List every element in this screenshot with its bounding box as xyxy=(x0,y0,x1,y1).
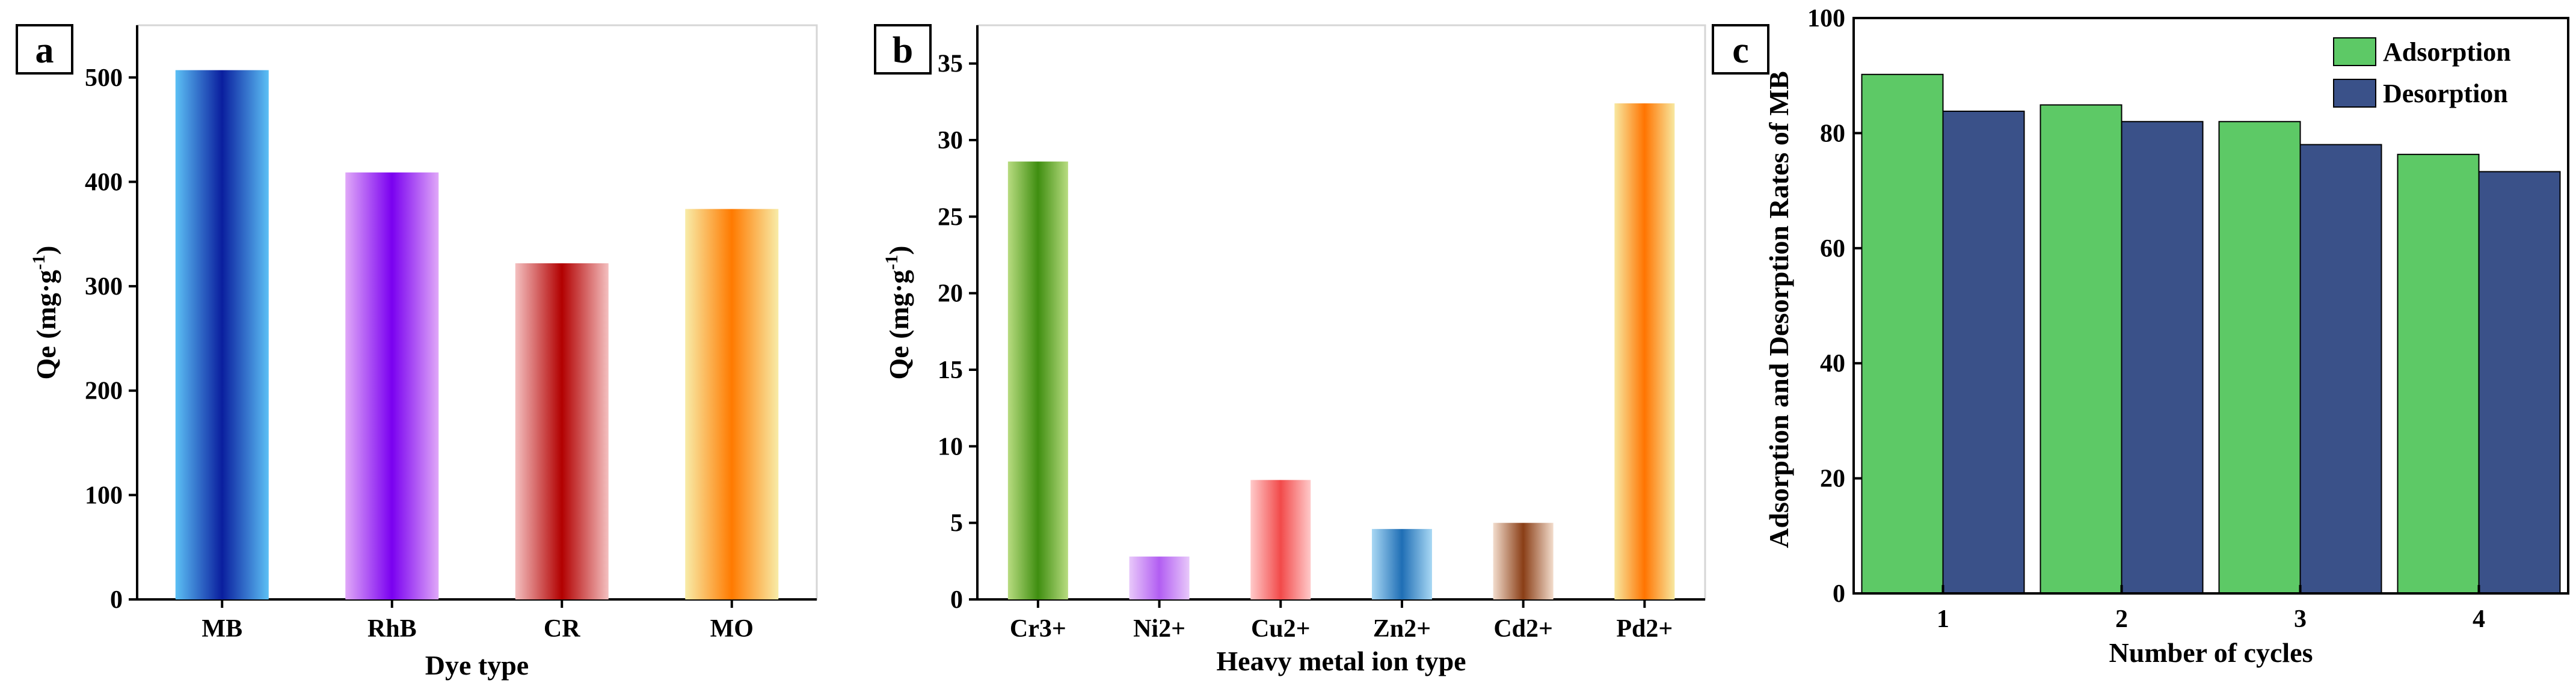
bar-desorption-cycle-1 xyxy=(1942,111,2025,594)
panel-c-plot-frame xyxy=(1852,17,2569,595)
bar-adsorption-cycle-3 xyxy=(2218,121,2301,594)
panel-b-plot-frame xyxy=(976,24,1706,601)
panel-a-x-ticks: MB RhB CR MO xyxy=(201,599,754,643)
panel-a-y-axis-label: Qe (mg·g-1) xyxy=(29,245,61,379)
panel-c-x-ticks: 1 2 3 4 xyxy=(1937,585,2485,633)
panel-c-bars xyxy=(1861,73,2561,595)
bar-pd2- xyxy=(1614,103,1675,599)
bar-desorption-cycle-3 xyxy=(2299,144,2382,595)
x-tick-label: 3 xyxy=(2294,605,2307,633)
panel-b-label: b xyxy=(893,30,913,71)
legend-label-adsorption: Adsorption xyxy=(2383,37,2511,67)
bar-cr xyxy=(515,263,609,600)
bar-mb xyxy=(175,70,269,599)
panel-b-x-ticks: Cr3+ Ni2+ Cu2+ Zn2+ Cd2+ Pd2+ xyxy=(1010,599,1673,643)
bar-adsorption-cycle-4 xyxy=(2397,153,2480,594)
y-tick-label: 400 xyxy=(85,168,123,196)
panel-a: a 0 100 200 300 400 500 MB RhB CR MO Dye type Qe… xyxy=(16,24,818,681)
x-tick-label: Ni2+ xyxy=(1133,615,1185,643)
panel-c-y-ticks: 0 20 40 60 80 100 xyxy=(1807,5,1862,608)
x-tick-label: Zn2+ xyxy=(1373,615,1431,643)
y-tick-label: 25 xyxy=(938,203,963,231)
x-tick-label: 4 xyxy=(2473,605,2485,633)
panel-a-y-ticks: 0 100 200 300 400 500 xyxy=(85,64,137,614)
y-tick-label: 60 xyxy=(1820,235,1845,263)
y-tick-label: 20 xyxy=(1820,465,1845,493)
bar-cr3- xyxy=(1007,161,1068,599)
bar-cu2- xyxy=(1250,480,1311,599)
panel-b-bars xyxy=(1007,103,1675,599)
x-tick-label: RhB xyxy=(367,615,417,643)
panel-b: b 0 5 10 15 20 25 30 35 Cr3+ Ni2+ Cu2+ Zn2+ Cd2+ Pd2… xyxy=(874,24,1706,676)
bar-mo xyxy=(685,209,779,600)
y-tick-label: 35 xyxy=(938,51,963,78)
panel-c-x-axis-label: Number of cycles xyxy=(2109,637,2313,668)
bar-cd2- xyxy=(1493,522,1554,599)
panel-a-label: a xyxy=(35,30,54,71)
bar-rhb xyxy=(345,172,439,599)
y-tick-label: 15 xyxy=(938,357,963,384)
panel-b-y-label-main: Qe (mg·g xyxy=(884,270,914,380)
legend-swatch-adsorption xyxy=(2333,37,2376,66)
x-tick-label: 1 xyxy=(1937,605,1949,633)
bar-adsorption-cycle-2 xyxy=(2040,104,2123,594)
panel-a-bars xyxy=(175,70,779,600)
bar-desorption-cycle-4 xyxy=(2478,171,2561,595)
panel-a-y-label-sup: -1 xyxy=(29,255,49,270)
panel-b-y-label-close: ) xyxy=(884,245,914,254)
bar-zn2- xyxy=(1371,528,1432,599)
bar-ni2- xyxy=(1129,556,1190,599)
x-tick-label: MO xyxy=(710,615,754,643)
panel-b-label-box xyxy=(874,24,932,75)
x-tick-label: CR xyxy=(544,615,580,643)
panel-b-y-ticks: 0 5 10 15 20 25 30 35 xyxy=(938,51,977,614)
y-tick-label: 80 xyxy=(1820,120,1845,147)
y-tick-label: 20 xyxy=(938,280,963,308)
bar-adsorption-cycle-1 xyxy=(1861,73,1944,594)
bar-desorption-cycle-2 xyxy=(2121,121,2204,594)
x-tick-label: Cu2+ xyxy=(1251,615,1311,643)
panel-a-y-label-close: ) xyxy=(31,245,61,254)
y-tick-label: 40 xyxy=(1820,350,1845,378)
x-tick-label: Cr3+ xyxy=(1010,615,1066,643)
x-tick-label: MB xyxy=(201,615,242,643)
panel-c: c 0 20 40 60 80 100 1 2 3 4 Number of cycles Ads… xyxy=(1712,5,2569,668)
panel-c-label: c xyxy=(1732,30,1749,71)
x-tick-label: Pd2+ xyxy=(1616,615,1673,643)
y-tick-label: 200 xyxy=(85,378,123,405)
y-tick-label: 300 xyxy=(85,273,123,301)
panel-c-legend: Adsorption Desorption xyxy=(2333,37,2511,108)
y-tick-label: 0 xyxy=(110,586,123,614)
x-tick-label: 2 xyxy=(2115,605,2128,633)
y-tick-label: 100 xyxy=(1807,5,1845,32)
panel-a-x-axis-label: Dye type xyxy=(425,650,529,681)
panel-a-y-label-main: Qe (mg·g xyxy=(31,270,61,380)
panel-a-label-box xyxy=(16,24,73,75)
y-tick-label: 500 xyxy=(85,64,123,92)
panel-c-label-box xyxy=(1712,24,1769,75)
legend-label-desorption: Desorption xyxy=(2383,79,2508,108)
y-tick-label: 10 xyxy=(938,433,963,461)
y-tick-label: 0 xyxy=(950,586,963,614)
legend-swatch-desorption xyxy=(2333,79,2376,108)
y-tick-label: 5 xyxy=(950,510,963,537)
y-tick-label: 30 xyxy=(938,127,963,155)
panel-b-y-label-sup: -1 xyxy=(882,255,902,270)
x-tick-label: Cd2+ xyxy=(1493,615,1553,643)
y-tick-label: 100 xyxy=(85,482,123,509)
panel-c-y-axis-label: Adsorption and Desorption Rates of MB xyxy=(1763,71,1794,548)
panel-b-y-axis-label: Qe (mg·g-1) xyxy=(882,245,914,379)
panel-b-x-axis-label: Heavy metal ion type xyxy=(1216,646,1466,676)
y-tick-label: 0 xyxy=(1833,580,1845,608)
